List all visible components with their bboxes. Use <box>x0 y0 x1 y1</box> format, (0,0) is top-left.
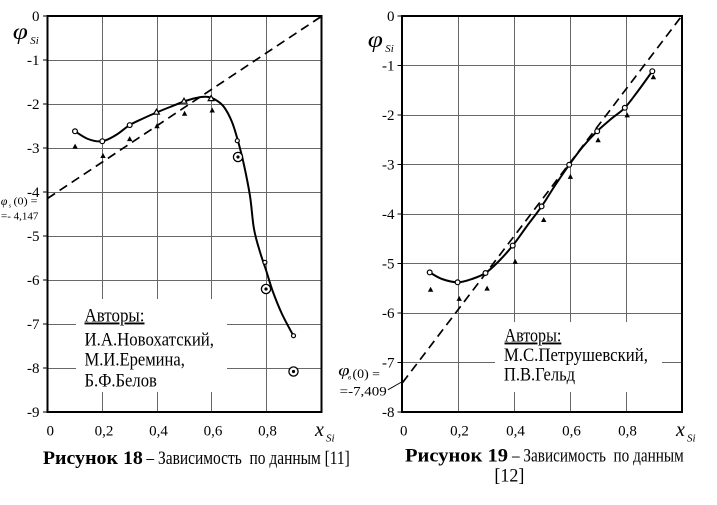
svg-text:в: в <box>348 374 351 382</box>
svg-text:[12]: [12] <box>494 467 524 487</box>
svg-text:-6: -6 <box>382 306 395 322</box>
svg-text:– Зависимость по данным [11]: – Зависимость по данным [11] <box>146 449 350 469</box>
svg-text:Si: Si <box>385 43 393 55</box>
svg-text:x: x <box>675 419 685 441</box>
svg-text:-4: -4 <box>27 185 40 201</box>
svg-text:Б.Ф.Белов: Б.Ф.Белов <box>85 370 157 391</box>
svg-text:φ: φ <box>338 363 349 380</box>
svg-text:0,6: 0,6 <box>562 424 581 440</box>
svg-text:-4: -4 <box>382 207 395 223</box>
svg-text:Рисунок 19: Рисунок 19 <box>405 447 508 467</box>
svg-text:x: x <box>314 419 324 441</box>
svg-text:0,8: 0,8 <box>618 424 637 440</box>
svg-text:0,4: 0,4 <box>149 424 168 440</box>
svg-text:Si: Si <box>687 433 696 445</box>
svg-text:(0) =: (0) = <box>14 196 38 208</box>
svg-text:И.А.Новохатский,: И.А.Новохатский, <box>85 330 215 351</box>
svg-text:-7: -7 <box>382 356 395 372</box>
svg-text:Рисунок 18: Рисунок 18 <box>43 449 143 469</box>
svg-text:0,4: 0,4 <box>506 424 525 440</box>
svg-text:Авторы:: Авторы: <box>505 326 562 347</box>
svg-text:-2: -2 <box>382 108 395 124</box>
svg-text:-8: -8 <box>27 361 40 377</box>
svg-text:Авторы:: Авторы: <box>85 306 145 327</box>
svg-text:φ: φ <box>13 19 28 45</box>
svg-text:s: s <box>9 203 12 210</box>
svg-text:-9: -9 <box>27 405 40 421</box>
svg-text:Si: Si <box>326 433 335 445</box>
svg-text:-5: -5 <box>27 229 40 245</box>
svg-text:0,2: 0,2 <box>450 424 469 440</box>
svg-text:=-7,409: =-7,409 <box>340 384 387 399</box>
svg-text:-1: -1 <box>382 59 395 75</box>
svg-text:0,6: 0,6 <box>204 424 223 440</box>
svg-text:-6: -6 <box>27 273 40 289</box>
svg-text:М.И.Еремина,: М.И.Еремина, <box>85 350 185 371</box>
svg-text:φ: φ <box>368 27 383 53</box>
svg-text:(0) =: (0) = <box>353 366 381 381</box>
svg-text:0: 0 <box>400 424 408 440</box>
svg-text:-3: -3 <box>382 158 395 174</box>
svg-text:0: 0 <box>32 9 40 25</box>
svg-text:-2: -2 <box>27 97 40 113</box>
svg-text:=- 4,147: =- 4,147 <box>1 211 39 223</box>
svg-text:М.С.Петрушевский,: М.С.Петрушевский, <box>504 345 648 366</box>
svg-text:φ: φ <box>1 194 8 208</box>
svg-text:-1: -1 <box>27 53 40 69</box>
svg-text:Si: Si <box>30 35 38 47</box>
svg-text:-3: -3 <box>27 141 40 157</box>
svg-text:– Зависимость по данным: – Зависимость по данным <box>511 447 684 467</box>
svg-text:0: 0 <box>47 424 55 440</box>
svg-text:-7: -7 <box>27 317 40 333</box>
svg-text:-5: -5 <box>382 257 395 273</box>
svg-text:-8: -8 <box>382 405 395 421</box>
svg-text:0: 0 <box>387 9 395 25</box>
svg-text:0,8: 0,8 <box>258 424 277 440</box>
svg-text:0,2: 0,2 <box>95 424 114 440</box>
svg-text:П.В.Гельд: П.В.Гельд <box>504 364 575 385</box>
